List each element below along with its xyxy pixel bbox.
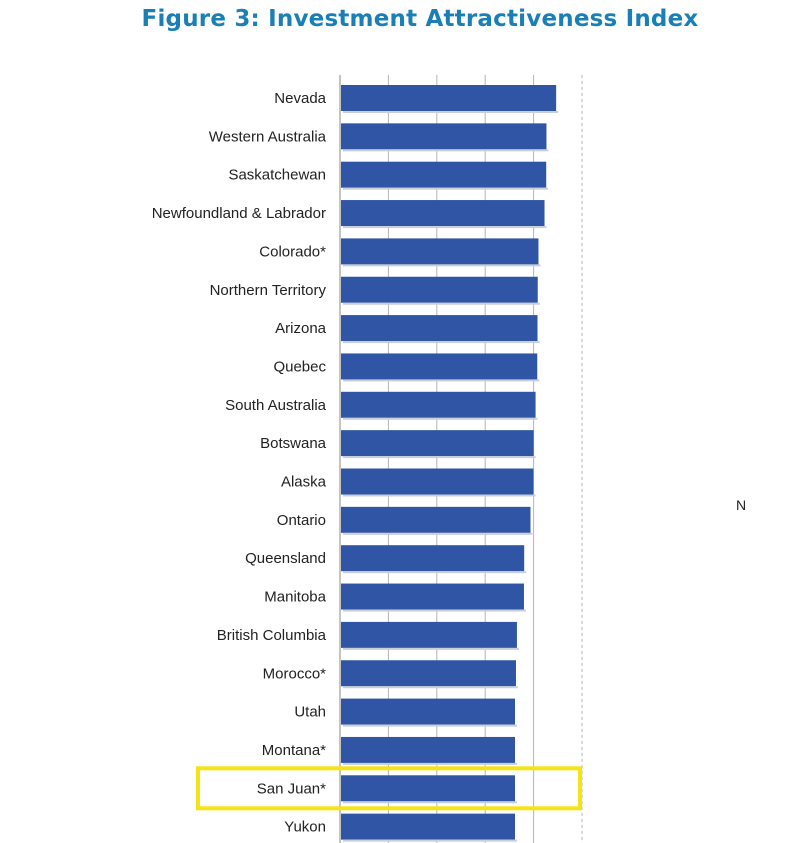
bar [341,660,516,687]
category-label: Manitoba [264,589,326,606]
bar [341,506,531,533]
bar [341,85,557,111]
bar-shadow [343,264,541,267]
bar-shadow [343,801,517,804]
bar-shadow [343,341,540,344]
bar [341,315,538,342]
category-label: Alaska [281,474,327,491]
category-label: Morocco* [263,665,327,682]
category-label: South Australia [225,397,327,414]
bar-shadow [343,379,540,382]
bar-shadow [343,149,549,152]
bar-shadow [343,417,538,420]
category-label: Yukon [284,819,326,836]
bar-shadow [343,724,517,727]
bar [341,583,524,610]
bar-shadow [343,456,536,459]
stray-text: N [736,497,747,513]
bar [341,353,538,380]
bar-shadow [343,494,536,497]
bar [341,161,547,188]
category-label: Utah [294,704,326,721]
category-label: Saskatchewan [228,167,326,184]
bar-shadow [343,571,527,574]
highlight-box [196,766,582,811]
category-label: Quebec [273,358,326,375]
bar-shadow [343,111,559,113]
bar-shadow [343,647,519,650]
category-label: San Juan* [257,780,326,797]
bar [341,775,515,802]
bar [341,238,539,265]
bar [341,736,515,763]
bar [341,391,536,418]
bar [341,545,525,572]
bar [341,468,534,495]
category-label: Newfoundland & Labrador [152,205,326,222]
bar [341,200,545,227]
category-label: Montana* [262,742,326,759]
category-label: Northern Territory [210,282,327,299]
bar-shadow [343,686,518,689]
bar-shadow [343,302,540,305]
category-label: Queensland [245,550,326,567]
bar-shadow [343,226,547,229]
category-label: Nevada [274,90,326,107]
category-label: Botswana [260,435,327,452]
chart-title: Figure 3: Investment Attractiveness Inde… [141,6,699,32]
category-label: Arizona [275,320,327,337]
bar [341,621,517,648]
bar [341,123,547,150]
bar-shadow [343,839,517,842]
bar [341,276,538,303]
bar-shadow [343,532,533,535]
category-label: Colorado* [259,243,326,260]
bar-shadow [343,187,549,190]
category-label: British Columbia [217,627,327,644]
bar [341,813,515,840]
bar-shadow [343,609,526,612]
bar-shadow [343,762,517,765]
bar [341,430,534,457]
category-label: Ontario [277,512,326,529]
category-label: Western Australia [209,128,327,145]
bar [341,698,515,725]
